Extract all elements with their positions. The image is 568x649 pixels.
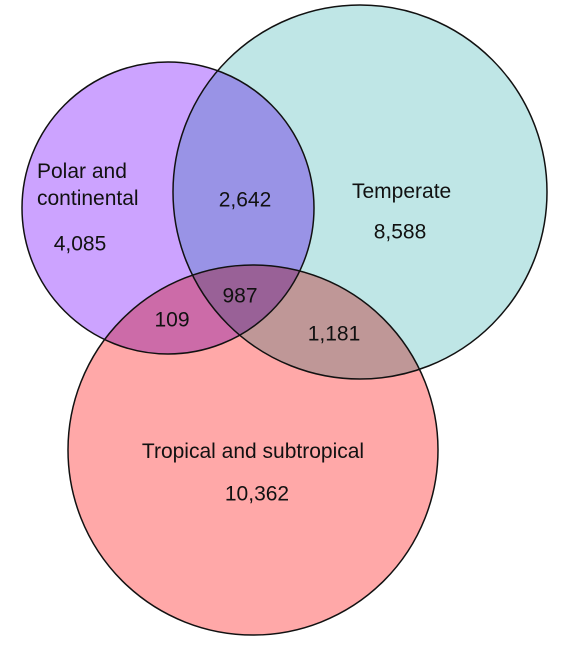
region-count: 987: [222, 284, 258, 308]
region-count: 10,362: [224, 482, 290, 506]
region-count: 8,588: [373, 220, 427, 244]
set-name: Tropical and subtropical: [141, 440, 365, 463]
region-count: 4,085: [53, 232, 107, 256]
region-count: 2,642: [218, 188, 272, 212]
set-name: Polar and continental: [37, 160, 139, 210]
set-name: Temperate: [352, 180, 452, 203]
set-outline: [67, 264, 439, 636]
circles: [22, 5, 547, 635]
region-count: 109: [154, 308, 190, 332]
set-circle: [68, 265, 438, 635]
region-count: 1,181: [307, 322, 361, 346]
set-outline: [172, 4, 548, 380]
set-outline: [21, 61, 315, 355]
